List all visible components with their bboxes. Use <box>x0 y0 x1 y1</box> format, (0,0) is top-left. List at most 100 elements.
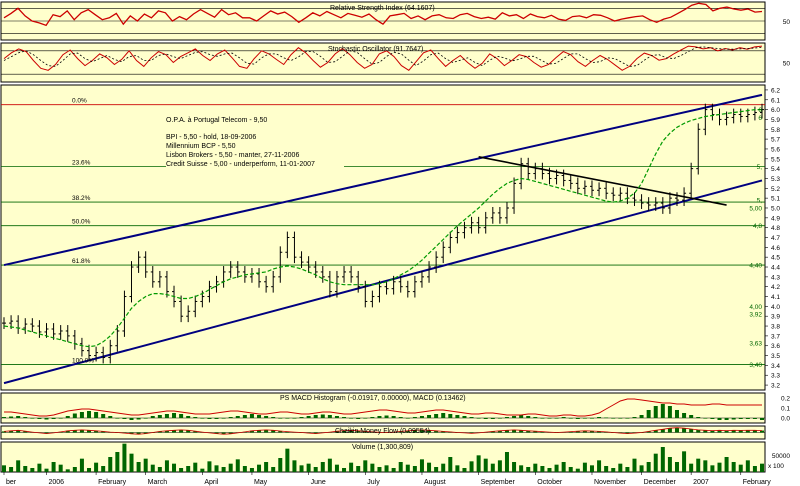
volume-bar <box>561 462 566 472</box>
macd-histogram-bar <box>186 416 191 418</box>
volume-bar <box>271 467 276 472</box>
volume-bar <box>625 467 630 472</box>
volume-bar <box>342 468 347 472</box>
price-tick-label: 4.1 <box>771 294 780 301</box>
volume-bar <box>115 452 120 472</box>
macd-histogram-bar <box>504 417 509 418</box>
macd-histogram-bar <box>356 418 361 419</box>
volume-bar <box>462 468 467 472</box>
volume-bar <box>285 448 290 472</box>
macd-histogram-bar <box>349 418 354 419</box>
cmf-bar <box>143 432 148 434</box>
macd-histogram-bar <box>9 416 14 418</box>
cmf-bar <box>724 430 729 433</box>
macd-histogram-bar <box>292 418 297 419</box>
volume-bar <box>249 468 254 472</box>
macd-histogram-bar <box>611 418 616 419</box>
macd-histogram-bar <box>278 418 283 419</box>
macd-histogram-bar <box>490 418 495 419</box>
volume-bar <box>186 466 191 472</box>
price-panel-title: O.P.A. à Portugal Telecom - 9,50 <box>166 117 267 124</box>
rsi-line <box>3 2 763 27</box>
x-tick-label: November <box>594 479 627 486</box>
cmf-bar <box>9 430 14 433</box>
macd-tick-label: 0.2 <box>781 396 790 403</box>
volume-bar <box>356 466 361 472</box>
stochastic-k-line <box>3 45 763 71</box>
macd-histogram-bar <box>476 418 481 419</box>
volume-bar <box>79 458 84 472</box>
macd-histogram-bar <box>582 418 587 419</box>
macd-histogram-bar <box>299 417 304 418</box>
macd-histogram-bar <box>731 418 736 420</box>
volume-bar <box>207 461 212 472</box>
macd-histogram-bar <box>419 416 424 418</box>
cmf-bar <box>101 431 106 433</box>
macd-histogram-bar <box>519 415 524 418</box>
level-label: 5, <box>757 164 763 171</box>
macd-histogram-bar <box>547 418 552 419</box>
volume-bar <box>653 453 658 472</box>
volume-bar <box>568 467 573 472</box>
volume-bar <box>405 464 410 472</box>
volume-bar <box>143 458 148 472</box>
volume-bar <box>384 465 389 472</box>
cmf-bar <box>427 430 432 433</box>
macd-histogram-bar <box>115 418 120 419</box>
volume-bar <box>448 457 453 472</box>
cmf-bar <box>738 430 743 433</box>
price-tick-label: 6.1 <box>771 97 780 104</box>
annotation-line: Lisbon Brokers - 5,50 - manter, 27-11-20… <box>166 152 299 159</box>
macd-histogram-bar <box>646 410 651 418</box>
volume-bar <box>582 462 587 472</box>
cmf-bar <box>172 430 177 433</box>
cmf-bar <box>186 430 191 433</box>
level-label: 6 <box>758 107 762 114</box>
price-tick-label: 4.2 <box>771 284 780 291</box>
macd-histogram-bar <box>667 406 672 418</box>
x-tick-label: February <box>98 479 127 486</box>
volume-bar <box>731 462 736 472</box>
price-tick-label: 3.5 <box>771 353 780 360</box>
macd-histogram-bar <box>760 418 764 420</box>
price-tick-label: 4.9 <box>771 215 780 222</box>
macd-histogram-bar <box>660 404 665 418</box>
volume-bar <box>738 464 743 472</box>
macd-histogram-bar <box>30 418 35 419</box>
price-tick-label: 3.4 <box>771 363 780 370</box>
price-tick-label: 4.3 <box>771 274 780 281</box>
x-tick-label: March <box>148 479 168 486</box>
cmf-bar <box>674 427 679 433</box>
macd-histogram-bar <box>44 418 49 420</box>
cmf-bar <box>490 431 495 433</box>
volume-tick-label: 50000 <box>772 453 790 460</box>
trend-line <box>3 93 763 267</box>
volume-panel <box>0 441 766 473</box>
macd-histogram-bar <box>653 406 658 418</box>
macd-histogram-bar <box>122 418 127 419</box>
cmf-bar <box>23 431 28 433</box>
cmf-bar <box>419 429 424 433</box>
price-tick-label: 5.8 <box>771 127 780 134</box>
volume-bar <box>327 458 332 472</box>
volume-bar <box>58 464 63 472</box>
indicator-layer <box>2 2 764 472</box>
macd-histogram-bar <box>412 417 417 418</box>
volume-bar <box>72 467 77 472</box>
volume-bar <box>476 455 481 472</box>
macd-histogram-bar <box>327 415 332 418</box>
x-tick-label: October <box>537 479 563 486</box>
x-tick-label: September <box>481 479 516 486</box>
volume-bar <box>667 457 672 472</box>
text-layer: 50 50 3.2 3.3 3.4 3.5 3.6 3.7 3.8 3.9 4.0 4.1 4.2 4.3… <box>6 19 790 486</box>
price-tick-label: 5.6 <box>771 146 780 153</box>
volume-bar <box>434 467 439 472</box>
cmf-bar <box>710 430 715 433</box>
volume-bar <box>94 462 99 472</box>
macd-histogram-bar <box>257 415 262 418</box>
macd-histogram-bar <box>72 413 77 418</box>
cmf-bar <box>363 431 368 433</box>
volume-bar <box>172 463 177 472</box>
volume-bar <box>526 467 531 472</box>
price-tick-label: 4.6 <box>771 245 780 252</box>
